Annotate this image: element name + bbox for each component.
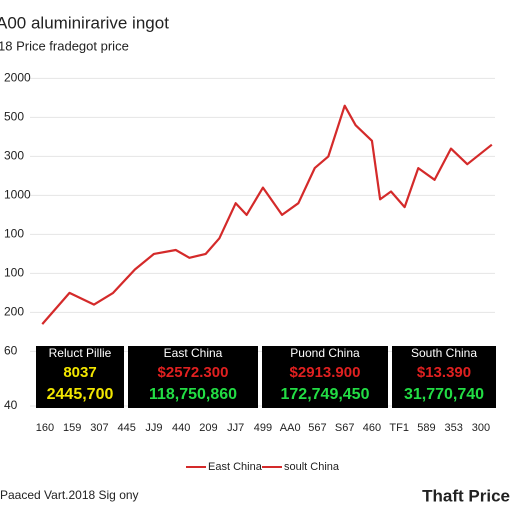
y-tick-label: 2000 xyxy=(4,71,31,85)
info-panel xyxy=(392,346,496,408)
x-tick-label: 307 xyxy=(90,422,108,434)
panel-value: 2445,700 xyxy=(47,386,114,403)
x-tick-label: TF1 xyxy=(389,422,409,434)
x-tick-label: 499 xyxy=(254,422,272,434)
x-tick-label: 440 xyxy=(172,422,190,434)
chart-title: A00 aluminirarive ingot xyxy=(0,13,169,32)
panel-value: 31,770,740 xyxy=(404,386,484,403)
x-tick-label: JJ9 xyxy=(145,422,162,434)
panel-value: $2572.300 xyxy=(158,364,229,381)
panel-value: $13.390 xyxy=(417,364,471,381)
panel-header: East China xyxy=(164,346,223,360)
data-line xyxy=(41,104,493,325)
x-tick-label: 567 xyxy=(308,422,326,434)
x-tick-label: S67 xyxy=(335,422,355,434)
legend-label: soult China xyxy=(284,461,340,473)
y-tick-label: 500 xyxy=(4,110,24,124)
x-tick-label: AA0 xyxy=(280,422,301,434)
x-tick-label: 460 xyxy=(363,422,381,434)
x-tick-label: 353 xyxy=(445,422,463,434)
panel-header: Puond China xyxy=(290,346,360,360)
y-tick-label: 60 xyxy=(4,344,18,358)
y-tick-label: 40 xyxy=(4,398,18,412)
info-panel xyxy=(36,346,124,408)
y-tick-label: 100 xyxy=(4,266,24,280)
x-tick-label: 160 xyxy=(36,422,54,434)
panel-header: South China xyxy=(411,346,477,360)
panel-header: Reluct Pillie xyxy=(49,346,112,360)
y-tick-label: 300 xyxy=(4,149,24,163)
x-tick-label: 300 xyxy=(472,422,490,434)
legend-label: East China xyxy=(208,461,263,473)
y-tick-label: 100 xyxy=(4,227,24,241)
y-tick-label: 1000 xyxy=(4,188,31,202)
panel-value: 172,749,450 xyxy=(281,386,370,403)
info-panel xyxy=(128,346,258,408)
panel-value: 8037 xyxy=(63,364,96,381)
x-tick-label: 445 xyxy=(118,422,136,434)
x-tick-label: 209 xyxy=(199,422,217,434)
x-tick-label: 589 xyxy=(417,422,435,434)
panel-value: $2913.900 xyxy=(290,364,361,381)
y-tick-label: 200 xyxy=(4,305,24,319)
info-panel xyxy=(262,346,388,408)
x-tick-label: JJ7 xyxy=(227,422,244,434)
footer-note: Paaced Vart.2018 Sig ony xyxy=(0,488,139,502)
panel-value: 118,750,860 xyxy=(149,386,237,403)
footer-brand: Thaft Price xyxy=(422,486,510,505)
chart-subtitle: 18 Price fradegot price xyxy=(0,38,129,53)
x-tick-label: 159 xyxy=(63,422,81,434)
